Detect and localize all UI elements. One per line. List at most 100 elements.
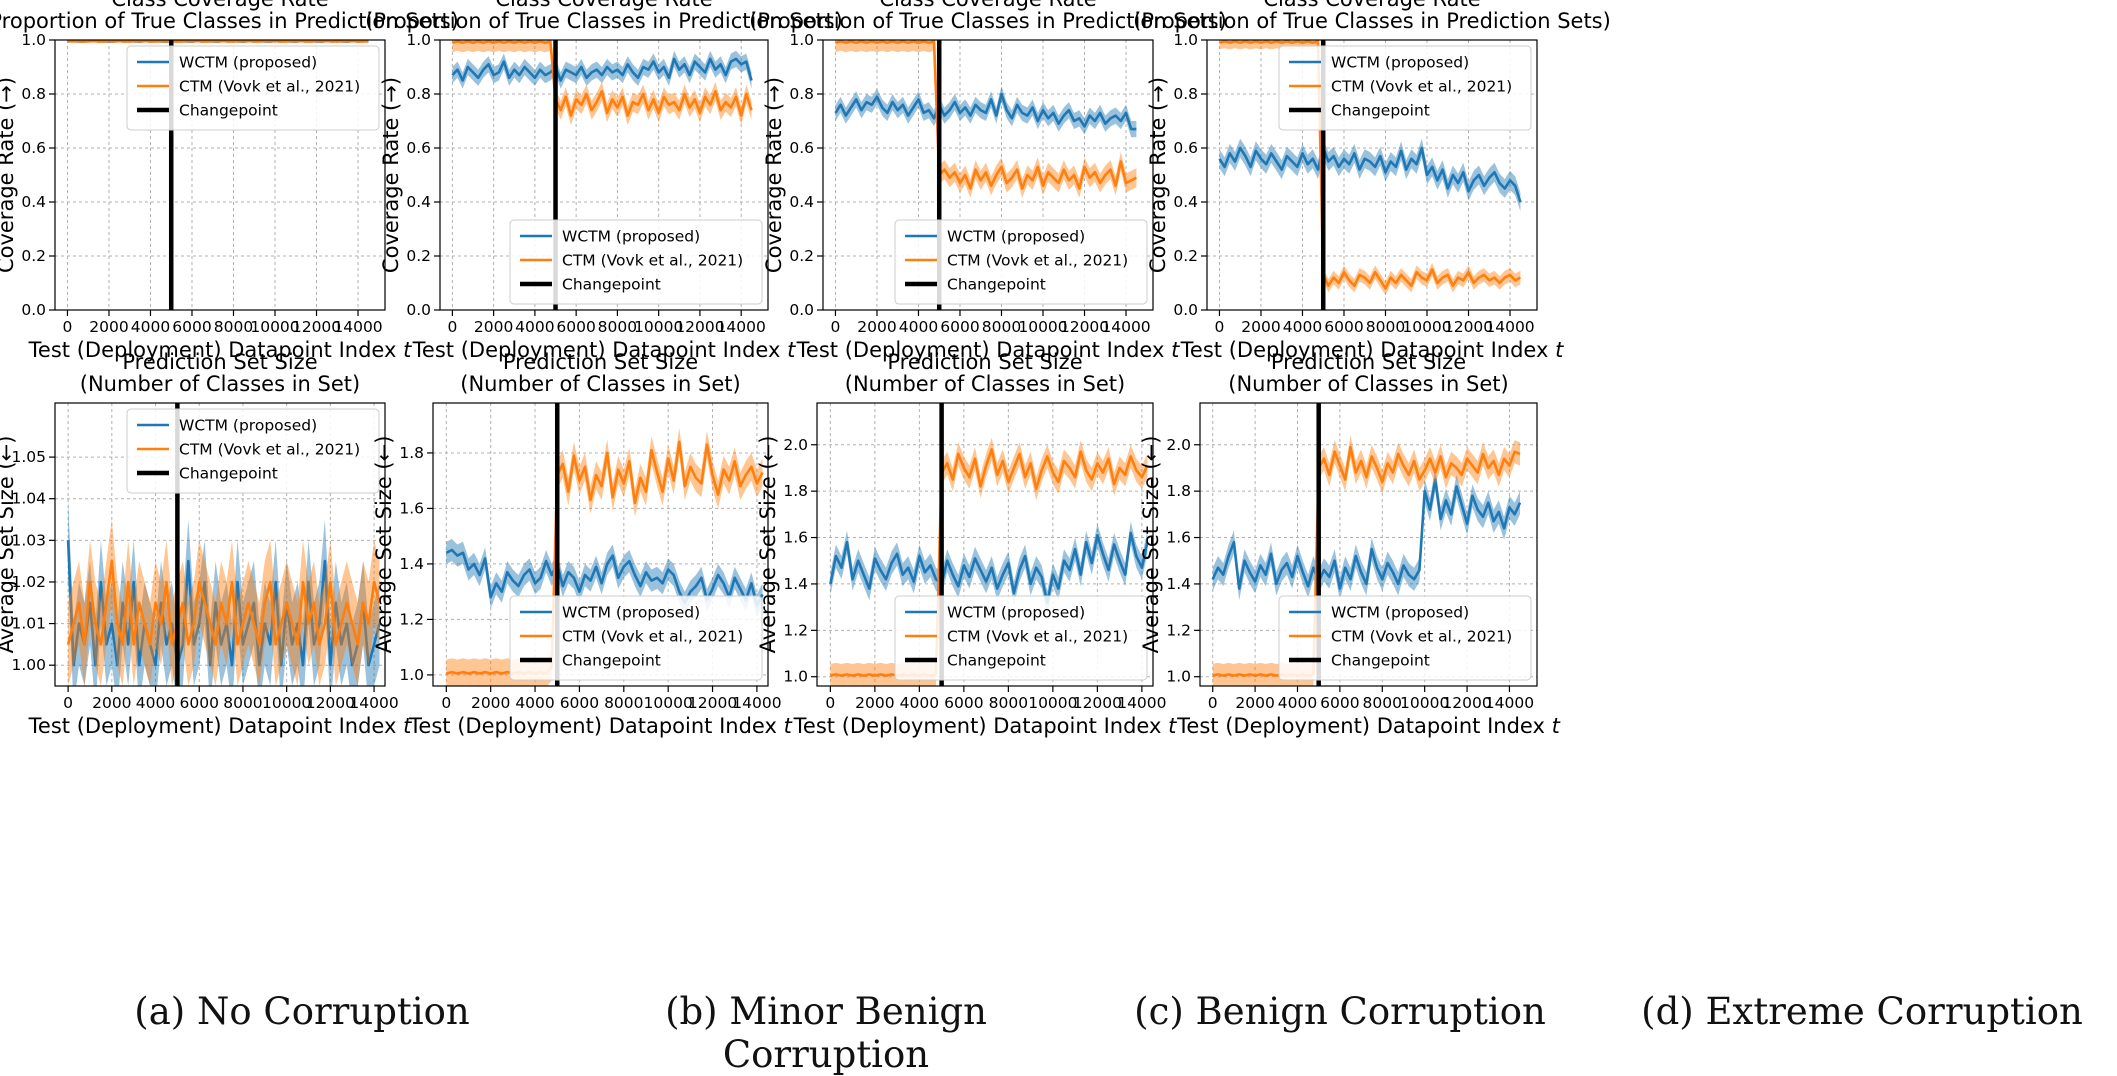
legend-label: CTM (Vovk et al., 2021): [562, 628, 743, 646]
x-axis-label-text: Test (Deployment) Datapoint Index: [1176, 714, 1551, 738]
plot-area: [66, 403, 381, 686]
y-tick-label: 0.6: [406, 139, 431, 157]
y-tick-label: 0.8: [1173, 85, 1198, 103]
x-axis-label-text: Test (Deployment) Datapoint Index: [408, 714, 783, 738]
y-tick-label: 1.0: [1166, 668, 1191, 686]
legend-label: CTM (Vovk et al., 2021): [179, 78, 360, 96]
plot-frame: [439, 39, 769, 311]
y-axis-label: Average Set Size (←): [756, 436, 780, 654]
x-axis-label-text: Test (Deployment) Datapoint Index: [28, 338, 403, 362]
plot-frame: [1206, 39, 1538, 311]
plot-frame: [54, 39, 386, 311]
x-axis-label: Test (Deployment) Datapoint Index t: [28, 714, 412, 738]
series-line-ctm: [445, 440, 764, 675]
y-tick-label: 0.8: [21, 85, 46, 103]
x-axis-label: Test (Deployment) Datapoint Index t: [1176, 714, 1560, 738]
x-axis-label-text: Test (Deployment) Datapoint Index: [28, 714, 403, 738]
chart-title: Class Coverage Rate: [1263, 0, 1480, 11]
x-tick-label: 2000: [1241, 318, 1280, 336]
legend-label: Changepoint: [179, 102, 278, 120]
y-axis-label: Average Set Size (←): [372, 436, 396, 654]
series-band-wctm: [68, 498, 380, 686]
x-axis-label-var: t: [1168, 714, 1177, 738]
x-tick-label: 8000: [1363, 694, 1402, 712]
x-tick-label: 12000: [1060, 318, 1109, 336]
x-tick-label: 6000: [1324, 318, 1363, 336]
x-tick-label: 4000: [515, 694, 554, 712]
y-tick-label: 0.4: [1173, 193, 1198, 211]
x-tick-label: 14000: [349, 694, 398, 712]
y-tick-label: 1.2: [783, 621, 808, 639]
x-axis-label-text: Test (Deployment) Datapoint Index: [1180, 338, 1555, 362]
x-tick-label: 4000: [1278, 694, 1317, 712]
x-tick-label: 0: [63, 694, 73, 712]
legend-label: Changepoint: [179, 465, 278, 483]
y-tick-label: 0.2: [406, 247, 431, 265]
legend-label: Changepoint: [947, 276, 1046, 294]
x-tick-label: 6000: [560, 694, 599, 712]
y-tick-label: 0.2: [789, 247, 814, 265]
x-axis-label: Test (Deployment) Datapoint Index t: [412, 338, 796, 362]
legend-box: [894, 219, 1148, 305]
series-line-wctm: [834, 92, 1137, 131]
x-tick-label: 12000: [1444, 318, 1493, 336]
y-tick-label: 1.8: [399, 444, 424, 462]
y-tick-label: 1.0: [789, 31, 814, 49]
x-tick-label: 4000: [131, 318, 170, 336]
legend: WCTM (proposed) CTM (Vovk et al., 2021) Ch…: [894, 595, 1148, 681]
x-tick-label: 10000: [262, 694, 311, 712]
legend-label: CTM (Vovk et al., 2021): [562, 252, 743, 270]
series-line-ctm: [1212, 445, 1521, 677]
x-tick-label: 0: [63, 318, 73, 336]
chart-title: (Proportion of True Classes in Predictio…: [1133, 9, 1611, 33]
chart-title: (Number of Classes in Set): [80, 372, 360, 396]
series-band-wctm: [1219, 138, 1521, 212]
x-tick-label: 8000: [214, 318, 253, 336]
y-tick-label: 0.4: [21, 193, 46, 211]
y-axis-label: Average Set Size (←): [0, 436, 18, 654]
x-axis-label: Test (Deployment) Datapoint Index t: [1180, 338, 1564, 362]
x-tick-label: 8000: [982, 318, 1021, 336]
legend-label: Changepoint: [1331, 102, 1430, 120]
x-tick-label: 2000: [857, 318, 896, 336]
x-tick-label: 0: [1208, 694, 1218, 712]
series-band-ctm: [68, 519, 380, 686]
x-tick-label: 10000: [644, 694, 693, 712]
legend-label: Changepoint: [1331, 652, 1430, 670]
series-line-ctm: [66, 559, 381, 646]
plot-frame: [822, 39, 1154, 311]
legend-label: WCTM (proposed): [179, 54, 317, 72]
series-line-ctm: [835, 40, 1137, 190]
y-tick-label: 1.0: [783, 668, 808, 686]
caption-b: (b) Minor Benign Corruption: [665, 990, 987, 1076]
chart-title: Class Coverage Rate: [111, 0, 328, 11]
y-tick-label: 1.05: [11, 448, 46, 466]
x-tick-label: 8000: [598, 318, 637, 336]
y-tick-label: 0.8: [406, 85, 431, 103]
x-tick-label: 0: [1215, 318, 1225, 336]
y-tick-label: 0.0: [406, 301, 431, 319]
y-axis-label: Coverage Rate (→): [0, 77, 18, 273]
x-tick-label: 2000: [1235, 694, 1274, 712]
caption-a: (a) No Corruption: [134, 990, 470, 1033]
chart-title: Prediction Set Size: [1271, 350, 1466, 374]
legend-label: CTM (Vovk et al., 2021): [947, 628, 1128, 646]
legend-label: CTM (Vovk et al., 2021): [179, 441, 360, 459]
x-tick-label: 8000: [989, 694, 1028, 712]
plot-frame: [432, 402, 769, 687]
x-tick-label: 8000: [604, 694, 643, 712]
series-line-ctm: [452, 40, 753, 117]
x-tick-label: 6000: [944, 694, 983, 712]
chart-title: Prediction Set Size: [887, 350, 1082, 374]
legend-label: Changepoint: [562, 652, 661, 670]
x-tick-label: 10000: [1400, 694, 1449, 712]
series-line-ctm: [67, 40, 369, 43]
x-tick-label: 6000: [940, 318, 979, 336]
x-tick-label: 0: [831, 318, 841, 336]
y-tick-label: 1.4: [1166, 575, 1191, 593]
legend: WCTM (proposed) CTM (Vovk et al., 2021) Ch…: [509, 595, 763, 681]
